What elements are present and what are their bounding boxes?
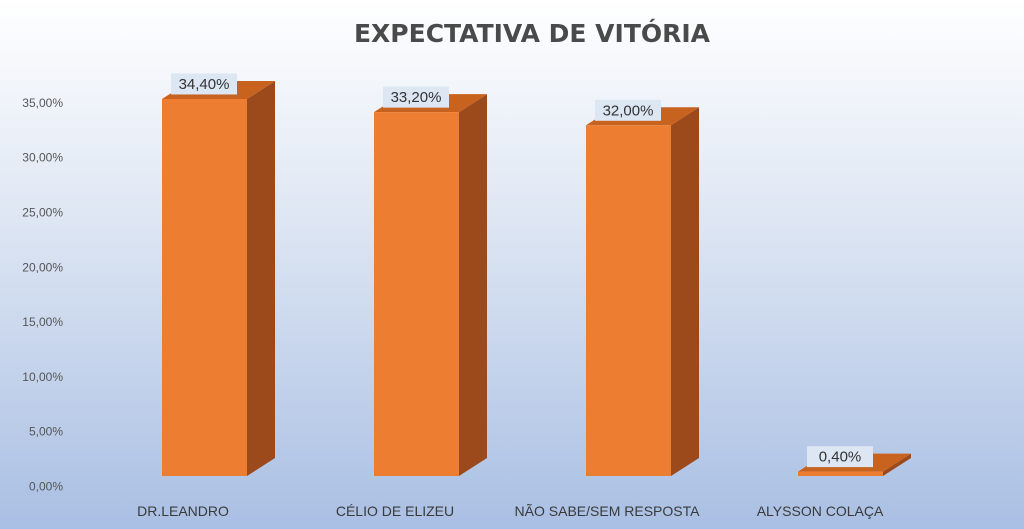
y-tick-label: 30,00% xyxy=(22,151,63,165)
data-label-box xyxy=(171,73,237,95)
category-label: NÃO SABE/SEM RESPOSTA xyxy=(515,503,701,519)
bar-side xyxy=(671,107,699,476)
bar xyxy=(374,94,487,477)
data-label: 32,00% xyxy=(595,99,661,121)
data-label-text: 0,40% xyxy=(819,449,862,466)
bars xyxy=(162,80,911,477)
y-axis: 0,00% 5,00% 10,00% 15,00% 20,00% 25,00% 30,00%… xyxy=(22,96,63,494)
category-label: DR.LEANDRO xyxy=(137,503,229,519)
bar xyxy=(162,80,275,476)
bar-front xyxy=(798,471,883,476)
data-label: 0,40% xyxy=(807,446,873,468)
category-label: CÉLIO DE ELIZEU xyxy=(336,503,454,519)
category-label: ALYSSON COLAÇA xyxy=(757,503,884,519)
y-tick-label: 35,00% xyxy=(22,96,63,110)
data-label-text: 34,40% xyxy=(179,76,230,93)
data-label-box xyxy=(595,99,661,121)
data-label: 34,40% xyxy=(171,73,237,95)
data-label: 33,20% xyxy=(383,86,449,108)
y-tick-label: 20,00% xyxy=(22,260,63,274)
bar-front xyxy=(586,125,671,476)
y-tick-label: 25,00% xyxy=(22,206,63,220)
data-label-text: 32,00% xyxy=(603,102,654,119)
bar xyxy=(586,107,699,476)
y-tick-label: 0,00% xyxy=(29,480,63,494)
data-label-box xyxy=(383,86,449,108)
bar-front xyxy=(374,112,459,477)
data-labels: 34,40% 33,20% 32,00% 0,40% xyxy=(171,73,873,468)
bar-front xyxy=(162,98,247,476)
bar-side xyxy=(247,80,275,476)
chart-title: EXPECTATIVA DE VITÓRIA xyxy=(354,18,711,48)
y-tick-label: 5,00% xyxy=(29,425,63,439)
y-tick-label: 15,00% xyxy=(22,315,63,329)
x-axis: DR.LEANDRO CÉLIO DE ELIZEU NÃO SABE/SEM RE… xyxy=(137,503,884,519)
data-label-text: 33,20% xyxy=(391,89,442,106)
y-tick-label: 10,00% xyxy=(22,370,63,384)
data-label-box xyxy=(807,446,873,468)
bar-side xyxy=(883,453,911,476)
bar-side xyxy=(459,94,487,477)
